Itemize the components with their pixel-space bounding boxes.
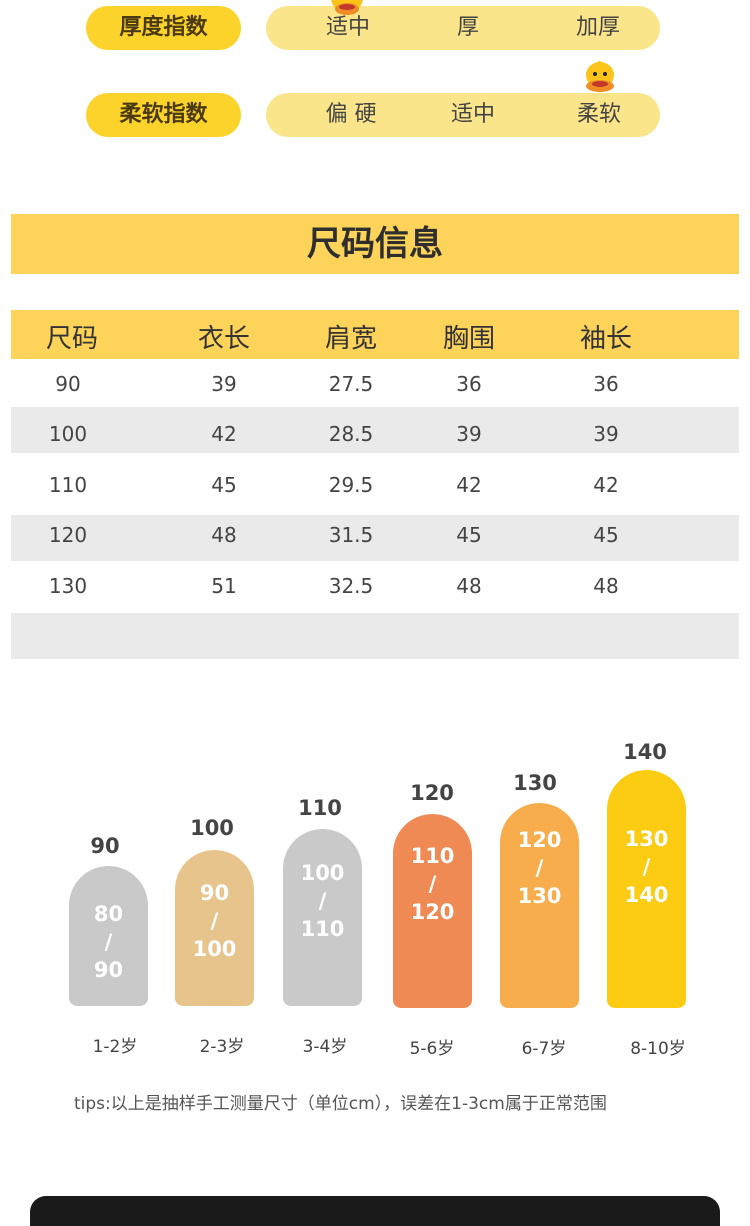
size-range-start: 110 <box>410 844 455 868</box>
column-header-shoulder: 肩宽 <box>324 324 378 354</box>
size-range-start: 100 <box>300 861 345 885</box>
height-label: 130 <box>513 771 557 795</box>
size-pill: 80 / 90 <box>69 866 148 1006</box>
table-row: 130 51 32.5 48 48 <box>11 562 739 608</box>
softness-index-label: 柔软指数 <box>86 93 241 137</box>
size-range-start: 90 <box>199 881 230 905</box>
size-pill: 100 / 110 <box>283 829 362 1006</box>
size-range-separator: / <box>210 909 219 933</box>
table-row: 90 39 27.5 36 36 <box>11 360 739 406</box>
softness-option-medium: 适中 <box>450 102 496 127</box>
size-range-separator: / <box>428 872 437 896</box>
duck-indicator-icon <box>331 0 363 15</box>
table-cell: 39 <box>593 422 619 446</box>
column-header-size: 尺码 <box>45 324 99 354</box>
size-range-end: 90 <box>93 958 124 982</box>
table-cell: 32.5 <box>328 574 374 598</box>
size-info-title: 尺码信息 <box>11 214 739 274</box>
softness-option-soft: 柔软 <box>576 102 622 127</box>
column-header-sleeve: 袖长 <box>579 324 633 354</box>
size-range-separator: / <box>318 889 327 913</box>
thickness-option-thick: 厚 <box>456 15 480 40</box>
table-cell: 42 <box>593 473 619 497</box>
height-label: 100 <box>190 816 234 840</box>
size-range-separator: / <box>535 856 544 880</box>
thickness-option-medium: 适中 <box>325 15 371 40</box>
table-cell: 36 <box>456 372 482 396</box>
table-cell: 45 <box>211 473 237 497</box>
table-row: 120 48 31.5 45 45 <box>11 515 739 561</box>
size-range-separator: / <box>104 930 113 954</box>
table-row: 100 42 28.5 39 39 <box>11 407 739 453</box>
table-cell: 51 <box>211 574 237 598</box>
size-pill: 90 / 100 <box>175 850 254 1006</box>
table-cell: 120 <box>48 523 88 547</box>
column-header-chest: 胸围 <box>442 324 496 354</box>
size-pill: 120 / 130 <box>500 803 579 1008</box>
height-label: 110 <box>298 796 342 820</box>
size-pill: 130 / 140 <box>607 770 686 1008</box>
table-cell: 39 <box>211 372 237 396</box>
table-cell: 39 <box>456 422 482 446</box>
softness-option-hard: 偏 硬 <box>325 102 377 127</box>
table-cell: 28.5 <box>328 422 374 446</box>
height-label: 140 <box>623 740 667 764</box>
table-cell: 31.5 <box>328 523 374 547</box>
thickness-option-extra-thick: 加厚 <box>575 15 621 40</box>
size-range-end: 100 <box>192 937 237 961</box>
table-cell: 48 <box>593 574 619 598</box>
table-cell: 27.5 <box>328 372 374 396</box>
table-cell: 45 <box>456 523 482 547</box>
size-range-start: 130 <box>624 827 669 851</box>
table-cell: 130 <box>48 574 88 598</box>
height-label: 90 <box>90 834 120 858</box>
size-table-header: 尺码 衣长 肩宽 胸围 袖长 <box>11 310 739 359</box>
duck-indicator-icon <box>586 61 614 92</box>
table-cell: 42 <box>211 422 237 446</box>
next-section-edge <box>30 1196 720 1226</box>
size-range-end: 110 <box>300 917 345 941</box>
softness-index-bar: 偏 硬 适中 柔软 <box>266 93 660 137</box>
age-label: 1-2岁 <box>92 1037 138 1057</box>
table-cell: 90 <box>55 372 81 396</box>
thickness-index-label: 厚度指数 <box>86 6 241 50</box>
age-label: 2-3岁 <box>199 1037 245 1057</box>
table-cell: 42 <box>456 473 482 497</box>
table-cell: 29.5 <box>328 473 374 497</box>
table-cell: 48 <box>211 523 237 547</box>
age-label: 6-7岁 <box>521 1039 567 1059</box>
table-cell: 100 <box>48 422 88 446</box>
size-pill: 110 / 120 <box>393 814 472 1008</box>
thickness-index-bar: 适中 厚 加厚 <box>266 6 660 50</box>
empty-table-row <box>11 613 739 659</box>
age-label: 8-10岁 <box>630 1039 686 1059</box>
age-label: 3-4岁 <box>302 1037 348 1057</box>
table-cell: 45 <box>593 523 619 547</box>
height-label: 120 <box>410 781 454 805</box>
size-range-end: 140 <box>624 883 669 907</box>
age-label: 5-6岁 <box>409 1039 455 1059</box>
size-range-end: 120 <box>410 900 455 924</box>
table-cell: 110 <box>48 473 88 497</box>
measurement-tips: tips:以上是抽样手工测量尺寸（单位cm），误差在1-3cm属于正常范围 <box>74 1094 607 1114</box>
table-cell: 36 <box>593 372 619 396</box>
size-range-start: 80 <box>93 902 124 926</box>
table-cell: 48 <box>456 574 482 598</box>
table-row: 110 45 29.5 42 42 <box>11 460 739 506</box>
size-range-separator: / <box>642 855 651 879</box>
size-range-start: 120 <box>517 828 562 852</box>
column-header-length: 衣长 <box>197 324 251 354</box>
size-range-end: 130 <box>517 884 562 908</box>
